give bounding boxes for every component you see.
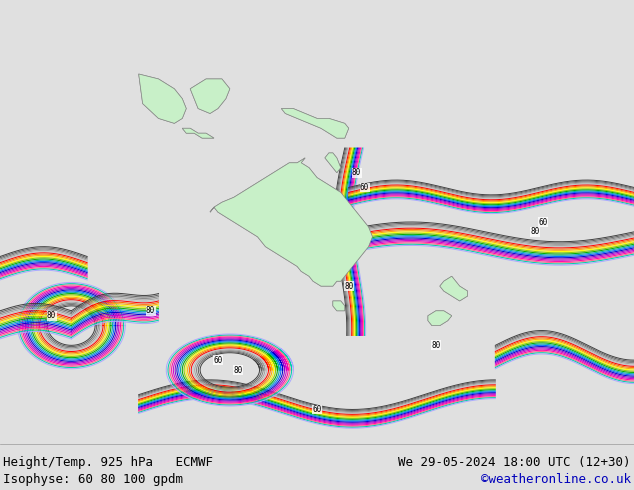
Polygon shape xyxy=(333,301,345,311)
Polygon shape xyxy=(281,108,349,138)
Text: 80: 80 xyxy=(352,168,361,177)
Polygon shape xyxy=(139,74,186,123)
Polygon shape xyxy=(183,128,214,138)
Polygon shape xyxy=(428,311,451,325)
Text: 80: 80 xyxy=(47,311,56,320)
Polygon shape xyxy=(190,79,230,114)
Polygon shape xyxy=(210,158,373,286)
Polygon shape xyxy=(440,276,468,301)
Text: 80: 80 xyxy=(233,366,242,374)
Text: ©weatheronline.co.uk: ©weatheronline.co.uk xyxy=(481,473,631,486)
Polygon shape xyxy=(333,301,345,311)
Text: Isophyse: 60 80 100 gpdm: Isophyse: 60 80 100 gpdm xyxy=(3,473,183,486)
Text: 60: 60 xyxy=(360,183,369,192)
Text: 60: 60 xyxy=(313,405,321,414)
Text: 60: 60 xyxy=(213,356,223,365)
Text: 80: 80 xyxy=(431,341,441,350)
Polygon shape xyxy=(190,79,230,114)
Polygon shape xyxy=(325,153,341,172)
Text: 80: 80 xyxy=(344,282,353,291)
Polygon shape xyxy=(281,108,349,138)
Text: 80: 80 xyxy=(530,227,540,236)
Polygon shape xyxy=(428,311,451,325)
Polygon shape xyxy=(440,276,468,301)
Polygon shape xyxy=(325,153,341,172)
Text: Height/Temp. 925 hPa   ECMWF: Height/Temp. 925 hPa ECMWF xyxy=(3,456,213,468)
Polygon shape xyxy=(210,158,373,286)
Text: We 29-05-2024 18:00 UTC (12+30): We 29-05-2024 18:00 UTC (12+30) xyxy=(398,456,631,468)
Polygon shape xyxy=(139,74,186,123)
Text: 60: 60 xyxy=(538,218,548,226)
Text: 80: 80 xyxy=(146,306,155,315)
Polygon shape xyxy=(183,128,214,138)
